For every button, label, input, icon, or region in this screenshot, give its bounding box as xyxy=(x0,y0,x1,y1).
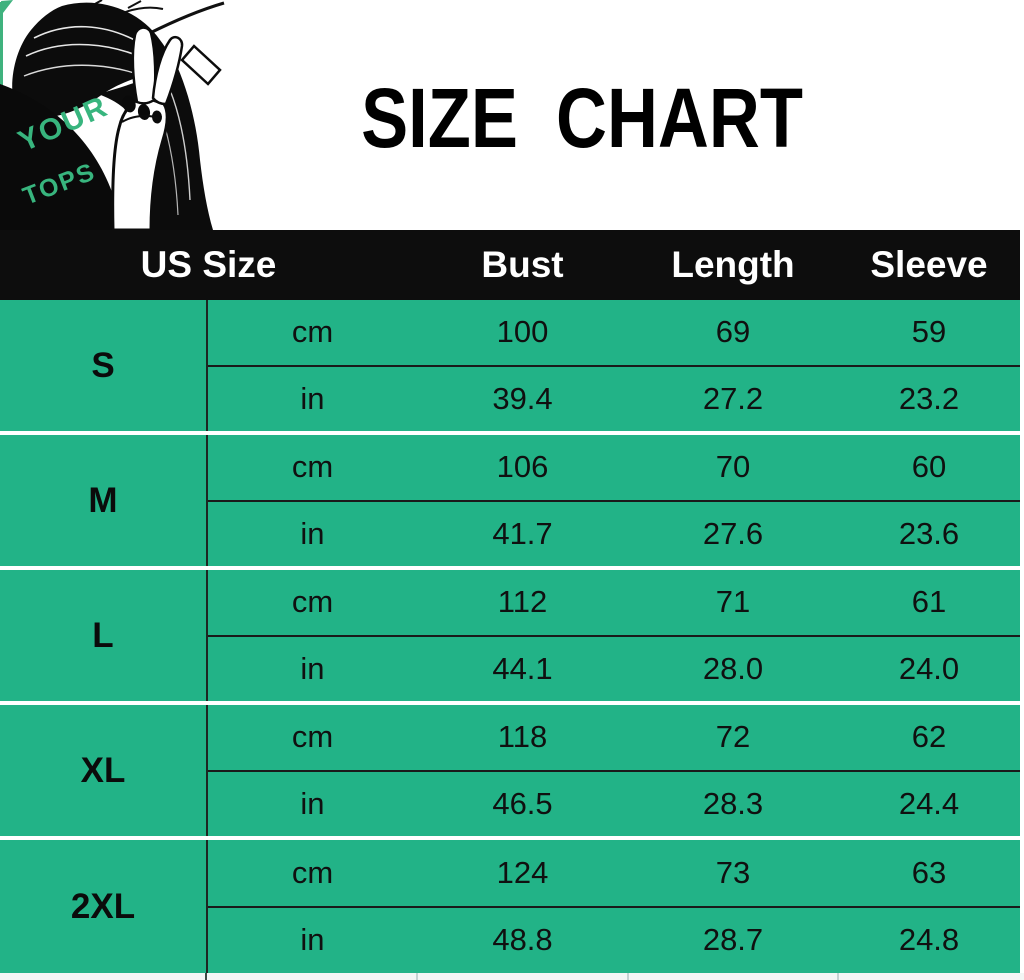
measurement-rows: cm 124 73 63 in 48.8 28.7 24.8 xyxy=(206,840,1020,973)
size-label: 2XL xyxy=(70,886,136,926)
size-group-l: L cm 112 71 61 in 44.1 28.0 24.0 xyxy=(0,570,1020,705)
row-cm: cm 118 72 62 xyxy=(208,705,1020,772)
unit-label: cm xyxy=(291,719,334,755)
column-grid-tick xyxy=(416,973,418,980)
length-value: 28.3 xyxy=(702,785,764,821)
sleeve-value: 61 xyxy=(911,584,947,620)
page-title-text: SIZE CHART xyxy=(361,71,803,165)
unit-label: cm xyxy=(291,314,334,350)
girl-peace-sign-hair-illustration: YOUR TOPS xyxy=(0,0,228,230)
column-header-sleeve: Sleeve xyxy=(870,244,988,285)
length-value: 70 xyxy=(715,449,751,485)
length-value: 28.7 xyxy=(702,922,764,958)
unit-label: in xyxy=(300,515,325,551)
sleeve-value: 24.8 xyxy=(898,922,960,958)
unit-label: cm xyxy=(291,854,334,890)
size-label: M xyxy=(88,480,118,520)
column-grid-tick xyxy=(627,973,629,980)
length-value: 27.2 xyxy=(702,380,764,416)
column-grid-tick xyxy=(837,973,839,980)
row-in: in 39.4 27.2 23.2 xyxy=(208,367,1020,432)
bust-value: 48.8 xyxy=(492,922,553,958)
measurement-rows: cm 118 72 62 in 46.5 28.3 24.4 xyxy=(206,705,1020,836)
column-header-length: Length xyxy=(671,244,795,285)
unit-label: in xyxy=(300,785,325,821)
length-value: 72 xyxy=(715,719,751,755)
hair-band-graphic xyxy=(180,44,222,86)
sleeve-value: 60 xyxy=(911,449,947,485)
size-group-m: M cm 106 70 60 in 41.7 27.6 23.6 xyxy=(0,435,1020,570)
unit-label: cm xyxy=(291,584,334,620)
measurement-rows: cm 112 71 61 in 44.1 28.0 24.0 xyxy=(206,570,1020,701)
length-value: 71 xyxy=(715,584,751,620)
unit-label: in xyxy=(300,922,325,958)
size-label: XL xyxy=(80,750,126,790)
row-in: in 46.5 28.3 24.4 xyxy=(208,772,1020,837)
size-label: L xyxy=(92,615,114,655)
page-title: SIZE CHART xyxy=(352,76,812,166)
measurement-rows: cm 100 69 59 in 39.4 27.2 23.2 xyxy=(206,300,1020,431)
bust-value: 106 xyxy=(496,449,549,485)
sleeve-value: 24.4 xyxy=(898,785,960,821)
top-banner: YOUR TOPS SIZE CHART xyxy=(0,0,1024,230)
row-cm: cm 112 71 61 xyxy=(208,570,1020,637)
row-in: in 44.1 28.0 24.0 xyxy=(208,637,1020,702)
bust-value: 118 xyxy=(497,719,548,755)
shirt-graphic: YOUR TOPS xyxy=(0,84,123,230)
size-chart-table: US Size Bust Length Sleeve S cm 100 69 5… xyxy=(0,230,1024,980)
bust-value: 46.5 xyxy=(492,785,553,821)
painted-nail xyxy=(122,95,136,113)
size-group-xl: XL cm 118 72 62 in 46.5 28.3 24.4 xyxy=(0,705,1020,840)
sleeve-value: 23.6 xyxy=(898,515,960,551)
bust-value: 124 xyxy=(496,854,549,890)
sleeve-value: 23.2 xyxy=(898,380,960,416)
row-cm: cm 100 69 59 xyxy=(208,300,1020,367)
length-value: 69 xyxy=(715,314,751,350)
bust-value: 112 xyxy=(497,584,548,620)
row-cm: cm 106 70 60 xyxy=(208,435,1020,502)
sleeve-value: 24.0 xyxy=(898,650,960,686)
row-cm: cm 124 73 63 xyxy=(208,840,1020,908)
sleeve-value: 62 xyxy=(911,719,947,755)
table-header-row: US Size Bust Length Sleeve xyxy=(0,230,1020,300)
table-bottom-edge xyxy=(0,973,1024,980)
bust-value: 100 xyxy=(496,314,549,350)
unit-label: cm xyxy=(291,449,334,485)
length-value: 27.6 xyxy=(702,515,764,551)
row-in: in 48.8 28.7 24.8 xyxy=(208,908,1020,974)
sleeve-value: 59 xyxy=(911,314,947,350)
column-header-bust: Bust xyxy=(481,244,564,285)
sleeve-value: 63 xyxy=(911,854,947,890)
length-value: 73 xyxy=(715,854,751,890)
bust-value: 41.7 xyxy=(492,515,553,551)
size-group-2xl: 2XL cm 124 73 63 in 48.8 28.7 24.8 xyxy=(0,840,1020,973)
green-corner-mark xyxy=(1,0,13,13)
length-value: 28.0 xyxy=(702,650,764,686)
bust-value: 44.1 xyxy=(492,650,553,686)
measurement-rows: cm 106 70 60 in 41.7 27.6 23.6 xyxy=(206,435,1020,566)
bust-value: 39.4 xyxy=(492,380,553,416)
column-grid-tick xyxy=(205,973,207,980)
row-in: in 41.7 27.6 23.6 xyxy=(208,502,1020,567)
size-group-s: S cm 100 69 59 in 39.4 27.2 23.2 xyxy=(0,300,1020,435)
column-header-us-size: US Size xyxy=(140,244,277,285)
size-label: S xyxy=(91,345,115,385)
hand-peace-sign-graphic xyxy=(111,26,184,230)
unit-label: in xyxy=(300,650,325,686)
unit-label: in xyxy=(300,380,325,416)
